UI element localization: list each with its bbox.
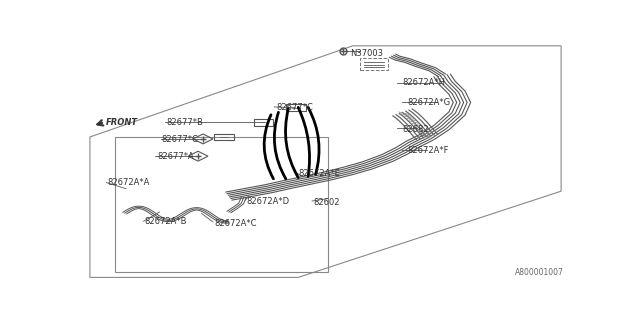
Text: 82672A*C: 82672A*C: [214, 219, 257, 228]
Text: 82672A*H: 82672A*H: [403, 78, 445, 87]
Text: 82672A*A: 82672A*A: [108, 178, 150, 187]
Text: 82677*C: 82677*C: [276, 103, 313, 112]
Text: 82672A*F: 82672A*F: [408, 146, 449, 155]
Text: 82682: 82682: [403, 125, 429, 134]
Text: A800001007: A800001007: [515, 268, 564, 277]
Text: 82672A*G: 82672A*G: [408, 98, 451, 107]
Text: FRONT: FRONT: [106, 118, 138, 127]
Text: 82677*B: 82677*B: [167, 118, 204, 127]
Text: 82677*C: 82677*C: [162, 135, 198, 144]
Text: N37003: N37003: [350, 49, 383, 58]
Text: 82672A*B: 82672A*B: [145, 218, 187, 227]
Text: 82677*A: 82677*A: [157, 152, 194, 161]
Text: 82672A*E: 82672A*E: [298, 169, 340, 179]
Text: 82602: 82602: [313, 198, 340, 207]
Text: 82672A*D: 82672A*D: [246, 196, 289, 205]
